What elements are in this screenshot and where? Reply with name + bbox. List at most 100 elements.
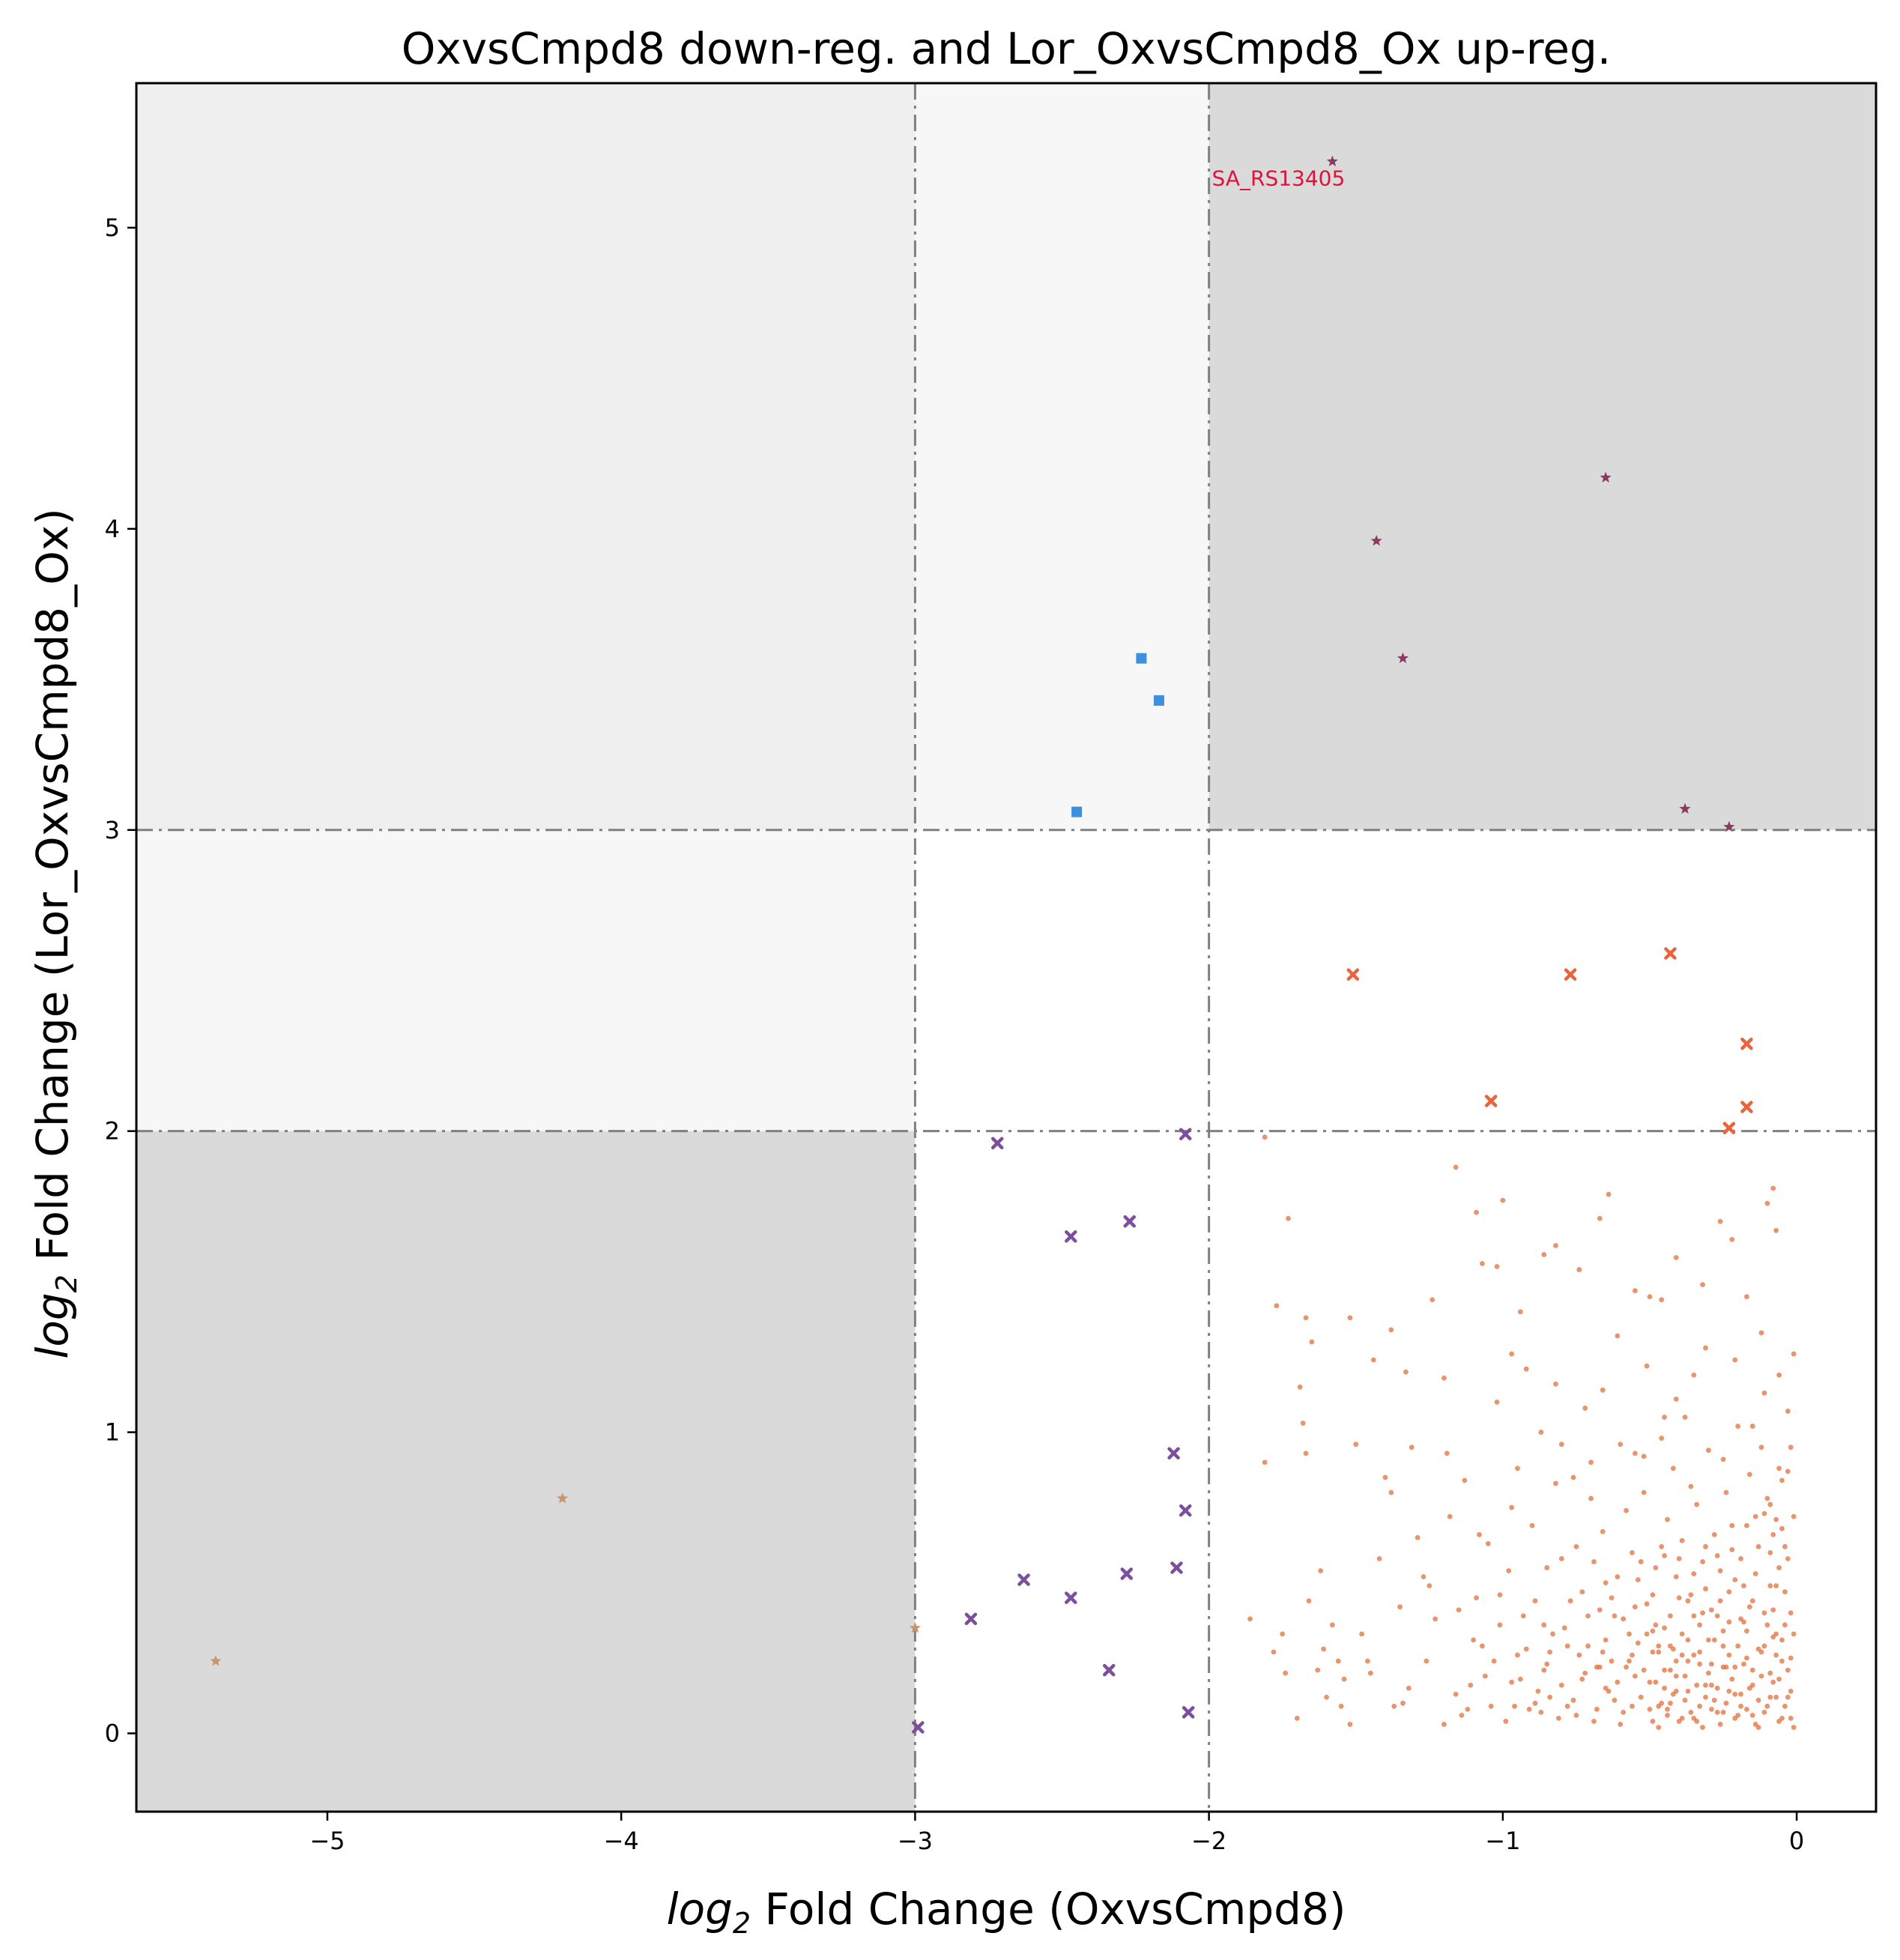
- data-point: [1638, 1559, 1644, 1564]
- data-point: [1624, 1507, 1630, 1513]
- data-point: [1506, 1568, 1512, 1573]
- data-point: [1123, 1215, 1136, 1228]
- data-point: [1582, 1406, 1588, 1411]
- data-point: [1167, 1447, 1180, 1460]
- data-point: [1659, 1700, 1665, 1706]
- data-point: [1665, 1712, 1670, 1718]
- y-tick-label: 0: [105, 1719, 120, 1748]
- data-point: [1541, 1622, 1547, 1628]
- data-point: [1738, 1555, 1743, 1561]
- data-point: [1488, 1703, 1494, 1709]
- data-point: [1708, 1706, 1714, 1712]
- data-point: [1752, 1722, 1758, 1727]
- data-point: [1347, 1722, 1353, 1727]
- data-point: [1732, 1357, 1738, 1363]
- data-point: [1644, 1631, 1650, 1637]
- data-point: [1732, 1716, 1738, 1721]
- data-point: [1550, 1631, 1555, 1637]
- data-point: [1594, 1706, 1600, 1712]
- data-point: [1570, 1697, 1576, 1703]
- data-point: [1755, 1697, 1761, 1703]
- threshold-lines: [136, 83, 1876, 1812]
- data-point: [1767, 1583, 1773, 1588]
- data-point: [1641, 1489, 1647, 1495]
- data-point: [1553, 1381, 1558, 1387]
- data-point: [1585, 1613, 1591, 1619]
- data-point: [1415, 1534, 1421, 1540]
- data-point: [1679, 802, 1691, 814]
- data-point: [1630, 1703, 1635, 1709]
- data-point: [1303, 1315, 1309, 1321]
- data-point: [1685, 1637, 1691, 1643]
- data-point: [1685, 1598, 1691, 1604]
- data-point: [1785, 1555, 1791, 1561]
- data-point: [1591, 1719, 1597, 1724]
- data-point: [1788, 1610, 1794, 1616]
- data-point: [1615, 1679, 1621, 1685]
- data-point: [1297, 1384, 1303, 1390]
- data-point: [1535, 1688, 1541, 1694]
- shaded-region-4: [136, 829, 916, 1131]
- data-point: [1673, 1673, 1679, 1679]
- data-point: [1740, 1037, 1753, 1050]
- data-point: [1561, 1625, 1567, 1631]
- data-point: [1650, 1628, 1656, 1634]
- data-point: [1309, 1339, 1315, 1345]
- data-point: [1406, 1685, 1412, 1691]
- data-point: [1749, 1667, 1755, 1673]
- data-point: [1764, 1200, 1770, 1206]
- data-point: [1752, 1571, 1758, 1576]
- data-point: [1632, 1288, 1638, 1294]
- data-point: [1764, 1703, 1770, 1709]
- data-point: [1779, 1716, 1785, 1721]
- data-point: [1615, 1333, 1621, 1339]
- data-point: [1520, 1613, 1526, 1619]
- data-point: [1432, 1616, 1438, 1622]
- data-point: [1706, 1448, 1711, 1454]
- data-point: [1673, 1574, 1679, 1579]
- data-point: [1691, 1571, 1697, 1576]
- data-point: [1688, 1709, 1694, 1715]
- data-point: [1726, 1688, 1732, 1694]
- data-point: [1526, 1706, 1532, 1712]
- data-point: [1303, 1451, 1309, 1457]
- data-point: [1497, 1592, 1503, 1598]
- data-point: [1788, 1688, 1794, 1694]
- data-point: [210, 1655, 222, 1666]
- data-point: [1065, 1591, 1077, 1604]
- data-point: [1723, 1489, 1729, 1495]
- data-point: [1397, 1604, 1403, 1610]
- data-point: [1773, 1227, 1779, 1233]
- data-point: [1749, 1598, 1755, 1604]
- data-point: [1662, 1552, 1667, 1558]
- data-point: [1421, 1574, 1426, 1579]
- x-tick-label: −1: [1485, 1827, 1520, 1855]
- data-point: [1682, 1697, 1688, 1703]
- data-point: [1335, 1658, 1341, 1664]
- x-tick-label: −4: [604, 1827, 639, 1855]
- data-point: [1347, 1315, 1353, 1321]
- data-point: [1770, 1679, 1776, 1685]
- data-point: [1706, 1637, 1711, 1643]
- data-point: [1153, 695, 1164, 706]
- data-point: [1541, 1667, 1547, 1673]
- data-point: [1758, 1445, 1764, 1451]
- data-point: [1670, 1691, 1676, 1697]
- data-point: [1782, 1622, 1788, 1628]
- data-point: [1294, 1716, 1300, 1721]
- data-point: [1697, 1622, 1703, 1628]
- data-point: [1597, 1607, 1603, 1613]
- data-point: [1708, 1661, 1714, 1667]
- data-point: [1744, 1706, 1749, 1712]
- data-point: [1729, 1676, 1735, 1682]
- data-point: [1703, 1694, 1708, 1700]
- data-point: [1776, 1676, 1782, 1682]
- y-axis-label: log2 Fold Change (Lor_OxvsCmpd8_Ox): [27, 508, 83, 1359]
- data-point: [1697, 1661, 1703, 1667]
- data-point: [1359, 1631, 1364, 1637]
- x-tick-label: −5: [309, 1827, 345, 1855]
- data-point: [1477, 1531, 1482, 1537]
- data-point: [1785, 1469, 1791, 1474]
- data-point: [1749, 1682, 1755, 1688]
- data-point: [1403, 1369, 1409, 1375]
